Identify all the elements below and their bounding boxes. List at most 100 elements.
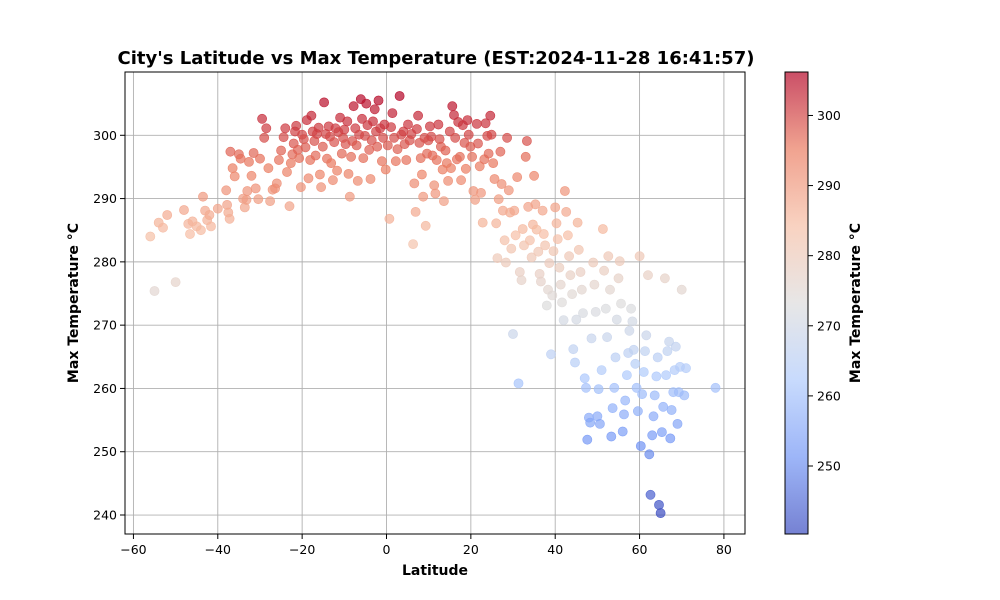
- data-point: [460, 163, 471, 174]
- data-point: [410, 206, 421, 217]
- data-point: [658, 401, 669, 412]
- y-tick-label: 290: [93, 191, 117, 206]
- data-point: [229, 171, 240, 182]
- data-point: [595, 418, 605, 429]
- data-point: [578, 308, 588, 318]
- data-point: [224, 213, 235, 224]
- data-point: [476, 187, 486, 198]
- data-point: [276, 145, 286, 156]
- data-point: [280, 123, 291, 134]
- x-tick-label: 0: [383, 542, 391, 557]
- data-point: [212, 203, 223, 214]
- data-point: [462, 115, 473, 125]
- data-point: [634, 251, 645, 262]
- data-point: [649, 390, 660, 401]
- data-point: [661, 370, 671, 380]
- data-point: [561, 206, 572, 217]
- data-point: [526, 252, 537, 263]
- colorbar: [784, 71, 809, 535]
- data-point: [372, 141, 383, 152]
- data-point: [710, 382, 721, 393]
- data-point: [620, 395, 631, 406]
- colorbar-label: Max Temperature °C: [848, 223, 864, 383]
- data-point: [303, 173, 314, 184]
- data-point: [384, 213, 395, 224]
- data-point: [300, 142, 311, 153]
- data-point: [195, 225, 206, 236]
- data-point: [679, 390, 690, 401]
- data-point: [248, 148, 259, 158]
- y-tick-label: 300: [93, 128, 117, 143]
- data-point: [606, 431, 617, 442]
- data-point: [242, 186, 253, 196]
- data-point: [463, 129, 474, 140]
- data-point: [329, 137, 340, 148]
- data-point: [326, 158, 337, 168]
- data-point: [509, 205, 520, 216]
- data-point: [520, 151, 531, 162]
- data-point: [640, 346, 650, 356]
- data-point: [537, 205, 548, 216]
- data-point: [517, 224, 528, 234]
- data-point: [619, 409, 629, 420]
- data-point: [555, 279, 566, 290]
- data-point: [346, 151, 356, 162]
- data-point: [598, 224, 608, 234]
- data-point: [611, 314, 622, 325]
- data-point: [496, 179, 507, 189]
- data-point: [409, 178, 420, 189]
- data-point: [145, 231, 156, 242]
- data-point: [259, 132, 270, 143]
- data-point: [255, 153, 265, 164]
- data-point: [493, 194, 504, 205]
- data-point: [513, 378, 524, 389]
- data-point: [433, 119, 444, 130]
- data-point: [500, 257, 511, 268]
- data-point: [651, 371, 662, 382]
- data-point: [278, 132, 289, 143]
- data-point: [564, 251, 574, 262]
- data-point: [541, 300, 552, 311]
- data-point: [570, 357, 580, 368]
- data-point: [622, 370, 632, 380]
- y-tick-label: 270: [93, 318, 117, 333]
- x-tick-label: 40: [547, 542, 563, 557]
- data-point: [241, 194, 252, 205]
- data-point: [454, 151, 465, 162]
- data-point: [332, 165, 342, 176]
- data-point: [344, 191, 355, 202]
- data-point: [603, 251, 614, 262]
- data-point: [294, 153, 305, 163]
- data-point: [558, 315, 569, 325]
- data-point: [630, 358, 641, 369]
- data-point: [282, 167, 292, 177]
- x-tick-label: 60: [632, 542, 648, 557]
- colorbar-tick-label: 300: [817, 108, 841, 123]
- data-point: [198, 191, 208, 202]
- data-point: [420, 220, 431, 231]
- data-point: [616, 298, 626, 309]
- data-point: [408, 239, 418, 249]
- data-point: [681, 363, 691, 374]
- data-point: [540, 240, 550, 251]
- data-point: [250, 183, 261, 194]
- data-point: [567, 289, 577, 299]
- data-point: [672, 418, 683, 429]
- data-point: [657, 427, 667, 437]
- y-tick-label: 240: [93, 508, 117, 523]
- data-point: [390, 156, 401, 167]
- data-point: [361, 98, 372, 109]
- data-point: [204, 210, 215, 220]
- data-point: [643, 270, 653, 281]
- data-point: [637, 389, 647, 399]
- data-point: [291, 120, 302, 131]
- data-point: [596, 365, 607, 375]
- data-point: [605, 284, 615, 295]
- data-point: [485, 110, 496, 121]
- data-point: [447, 101, 458, 112]
- data-point: [413, 110, 423, 121]
- data-point: [575, 267, 586, 277]
- data-point: [563, 230, 573, 241]
- data-point: [635, 441, 646, 451]
